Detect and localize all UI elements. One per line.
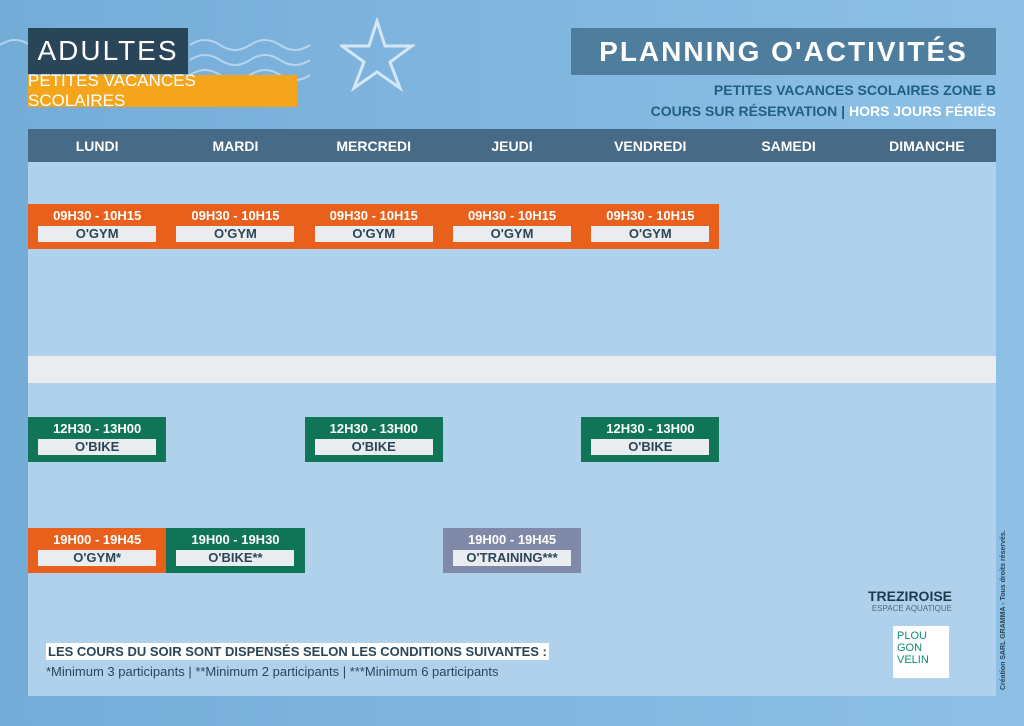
activity-slot: 19H00 - 19H45 O'GYM*: [28, 528, 167, 573]
activity-slot: 19H00 - 19H45 O'TRAINING***: [442, 528, 582, 573]
slot-activity: O'GYM: [38, 226, 157, 242]
info-reservation: COURS SUR RÉSERVATION | HORS JOURS FÉRIÉ…: [651, 103, 996, 119]
slot-time: 09H30 - 10H15: [191, 208, 280, 223]
slot-activity: O'GYM: [453, 226, 572, 242]
day-dimanche: DIMANCHE: [889, 137, 965, 154]
activity-slot: 09H30 - 10H15 O'GYM: [442, 204, 582, 249]
treziroise-name: TREZIROISE: [868, 588, 953, 604]
slot-activity: O'GYM: [314, 226, 433, 242]
days-header: LUNDI MARDI MERCREDI JEUDI VENDREDI SAME…: [28, 129, 996, 162]
day-mercredi: MERCREDI: [336, 137, 412, 154]
slot-activity: O'TRAINING***: [453, 550, 572, 566]
activity-slot: 12H30 - 13H00 O'BIKE: [28, 417, 167, 462]
activity-slot: 09H30 - 10H15 O'GYM: [28, 204, 167, 249]
info-zone: PETITES VACANCES SCOLAIRES ZONE B: [713, 82, 996, 98]
slot-activity: O'BIKE: [591, 439, 710, 455]
midday-divider: [28, 356, 996, 383]
plougonvelin-logo: PLOU GON VELIN: [893, 626, 949, 678]
day-samedi: SAMEDI: [761, 137, 816, 154]
activity-slot: 09H30 - 10H15 O'GYM: [166, 204, 305, 249]
day-lundi: LUNDI: [75, 137, 119, 154]
day-vendredi: VENDREDI: [614, 137, 687, 154]
notes-conditions: *Minimum 3 participants | **Minimum 2 pa…: [46, 664, 499, 679]
audience-label: ADULTES: [28, 28, 188, 74]
slot-time: 19H00 - 19H30: [191, 532, 280, 547]
slot-activity: O'BIKE: [38, 439, 157, 455]
slot-time: 19H00 - 19H45: [467, 532, 557, 547]
slot-time: 09H30 - 10H15: [467, 208, 557, 223]
slot-activity: O'GYM: [176, 226, 295, 242]
slot-time: 09H30 - 10H15: [329, 208, 418, 223]
slot-time: 09H30 - 10H15: [606, 208, 695, 223]
slot-activity: O'GYM: [591, 226, 710, 242]
credit-text: Création SARL GRAMMA - Tous droits réser…: [1000, 530, 1007, 690]
treziroise-logo: TREZIROISE ESPACE AQUATIQUE: [868, 588, 952, 613]
activity-slot: 09H30 - 10H15 O'GYM: [304, 204, 443, 249]
treziroise-sub: ESPACE AQUATIQUE: [871, 604, 953, 613]
holidays-text: HORS JOURS FÉRIÉS: [848, 103, 996, 119]
activity-slot: 09H30 - 10H15 O'GYM: [581, 204, 720, 249]
schedule-grid: [28, 162, 996, 696]
slot-time: 12H30 - 13H00: [53, 421, 142, 436]
activity-slot: 19H00 - 19H30 O'BIKE**: [166, 528, 305, 573]
starfish-icon: [340, 18, 415, 93]
slot-time: 12H30 - 13H00: [606, 421, 695, 436]
activity-slot: 12H30 - 13H00 O'BIKE: [581, 417, 720, 462]
reservation-text: COURS SUR RÉSERVATION |: [650, 103, 846, 119]
page-title: PLANNING O'ACTIVITÉS: [571, 28, 996, 75]
day-mardi: MARDI: [212, 137, 259, 154]
slot-time: 12H30 - 13H00: [329, 421, 418, 436]
slot-activity: O'BIKE: [314, 439, 433, 455]
period-label: PETITES VACANCES SCOLAIRES: [28, 71, 297, 110]
notes-heading: LES COURS DU SOIR SONT DISPENSÉS SELON L…: [46, 643, 549, 660]
day-jeudi: JEUDI: [491, 137, 533, 154]
slot-time: 09H30 - 10H15: [53, 208, 142, 223]
slot-activity: O'GYM*: [38, 550, 157, 566]
slot-time: 19H00 - 19H45: [53, 532, 142, 547]
slot-activity: O'BIKE**: [176, 550, 295, 566]
activity-slot: 12H30 - 13H00 O'BIKE: [304, 417, 443, 462]
